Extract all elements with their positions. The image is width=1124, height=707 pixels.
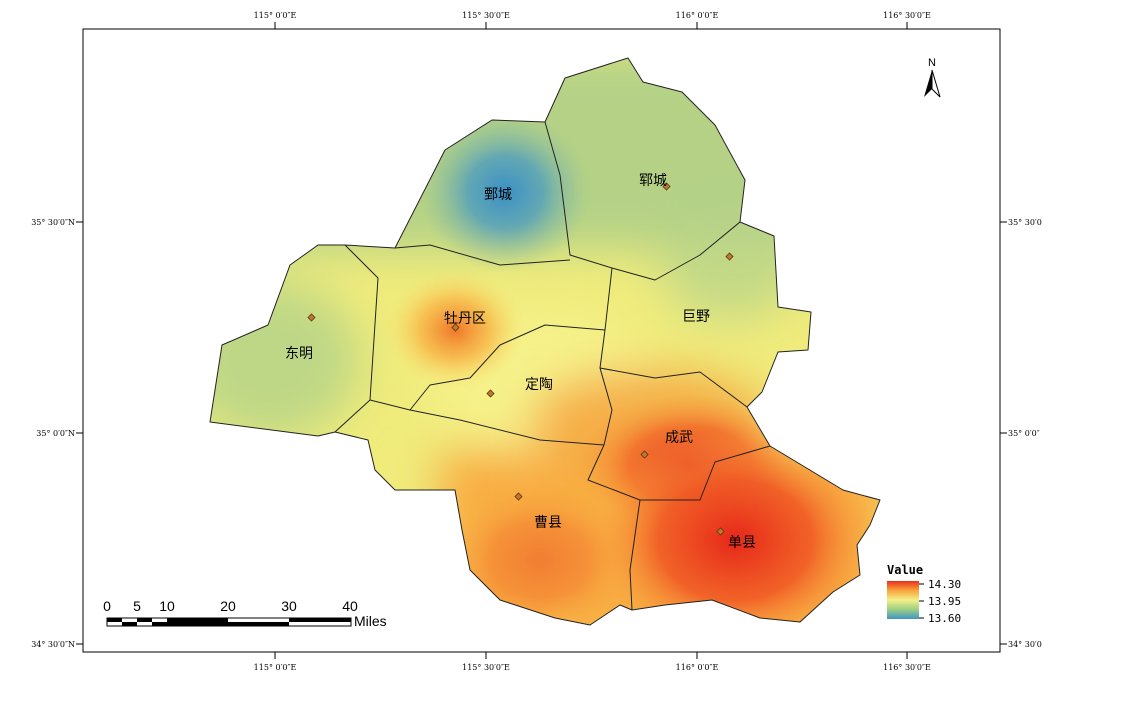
top-tick-2: 115° 30′0″E [462, 11, 510, 20]
top-tick-4: 116° 30′0″E [883, 11, 931, 20]
legend-mid: 13.95 [928, 595, 961, 608]
bottom-tick-4: 116° 30′0″E [883, 663, 931, 672]
county-label-juye: 巨野 [682, 309, 710, 325]
seat-cao [514, 492, 523, 501]
top-tick-1: 115° 0′0″E [254, 11, 297, 20]
scale-tick-5: 5 [133, 598, 141, 614]
seat-juye [725, 252, 734, 261]
legend-min: 13.60 [928, 612, 961, 625]
right-tick-3: 34° 30′0 [1008, 640, 1042, 649]
seat-dongming [307, 313, 316, 322]
legend: Value 14.30 13.95 13.60 [887, 563, 961, 625]
seat-shan [716, 527, 725, 536]
north-label: N [928, 57, 936, 69]
legend-max: 14.30 [928, 578, 961, 591]
right-tick-1: 35° 30′0 [1008, 218, 1042, 227]
county-label-chengwu: 成武 [665, 430, 693, 446]
county-label-dingtao: 定陶 [525, 377, 553, 393]
scale-tick-10: 10 [159, 598, 175, 614]
county-label-juancheng: 鄄城 [484, 187, 512, 203]
county-label-cao: 曹县 [534, 515, 562, 531]
county-label-dongming: 东明 [285, 346, 313, 362]
county-boundaries [209, 57, 881, 626]
legend-color-ramp [887, 581, 919, 619]
seat-mudan [451, 323, 460, 332]
left-tick-3: 34° 30′0″N [31, 640, 75, 649]
county-label-shan: 单县 [728, 535, 756, 551]
north-arrow-icon: N [924, 57, 941, 98]
scale-tick-40: 40 [342, 598, 358, 614]
right-tick-2: 35° 0′0″ [1008, 429, 1040, 438]
scale-bar: 0 5 10 20 30 40 Miles [103, 598, 387, 629]
scale-tick-30: 30 [281, 598, 297, 614]
top-tick-3: 116° 0′0″E [676, 11, 719, 20]
bottom-tick-3: 116° 0′0″E [676, 663, 719, 672]
seat-yuncheng [662, 182, 671, 191]
county-label-mudan: 牡丹区 [444, 311, 486, 327]
seat-dingtao [486, 389, 495, 398]
bottom-tick-2: 115° 30′0″E [462, 663, 510, 672]
seat-chengwu [640, 450, 649, 459]
scale-tick-0: 0 [103, 598, 111, 614]
left-tick-1: 35° 30′0″N [31, 218, 75, 227]
scale-unit: Miles [354, 613, 387, 629]
legend-title: Value [887, 563, 923, 577]
county-seats [307, 182, 734, 536]
frame-ticks [76, 22, 1007, 659]
left-tick-2: 35° 0′0″N [36, 429, 75, 438]
county-label-yuncheng: 郓城 [639, 173, 667, 189]
scale-tick-20: 20 [220, 598, 236, 614]
bottom-tick-1: 115° 0′0″E [254, 663, 297, 672]
